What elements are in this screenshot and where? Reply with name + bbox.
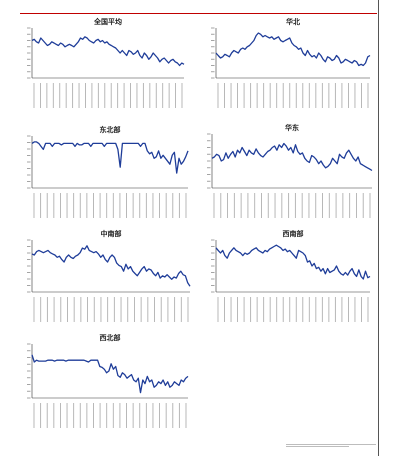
chart-title: 全国平均: [93, 17, 122, 26]
chart-title: 中南部: [101, 229, 122, 238]
panel-northeast: 东北部: [20, 124, 192, 224]
panel-southwest: 西南部: [204, 228, 374, 328]
panel-north-china: 华北: [204, 16, 374, 114]
chart-title: 华东: [285, 123, 299, 132]
header-rule: [20, 13, 377, 14]
panel-northwest: 西北部: [20, 332, 192, 434]
chart-northwest: 西北部: [27, 333, 189, 428]
series-line: [211, 142, 373, 172]
chart-national-average: 全国平均: [27, 17, 185, 108]
series-line: [215, 244, 371, 280]
chart-title: 西北部: [100, 333, 121, 342]
series-line: [31, 141, 189, 174]
panel-central-south: 中南部: [20, 228, 194, 328]
source-footnote-line: [286, 444, 376, 447]
chart-north-china: 华北: [211, 17, 371, 108]
right-border-line: [378, 0, 379, 456]
chart-northeast: 东北部: [27, 125, 189, 218]
chart-central-south: 中南部: [27, 229, 191, 322]
chart-title: 华北: [286, 17, 300, 26]
chart-title: 西南部: [283, 229, 304, 238]
panel-national-average: 全国平均: [20, 16, 188, 114]
series-line: [31, 354, 189, 394]
chart-east-china: 华东: [207, 123, 373, 218]
chart-title: 东北部: [100, 125, 121, 134]
series-line: [215, 32, 371, 67]
panel-east-china: 华东: [200, 122, 376, 224]
series-line: [31, 245, 191, 287]
chart-southwest: 西南部: [211, 229, 371, 322]
series-line: [31, 36, 185, 67]
